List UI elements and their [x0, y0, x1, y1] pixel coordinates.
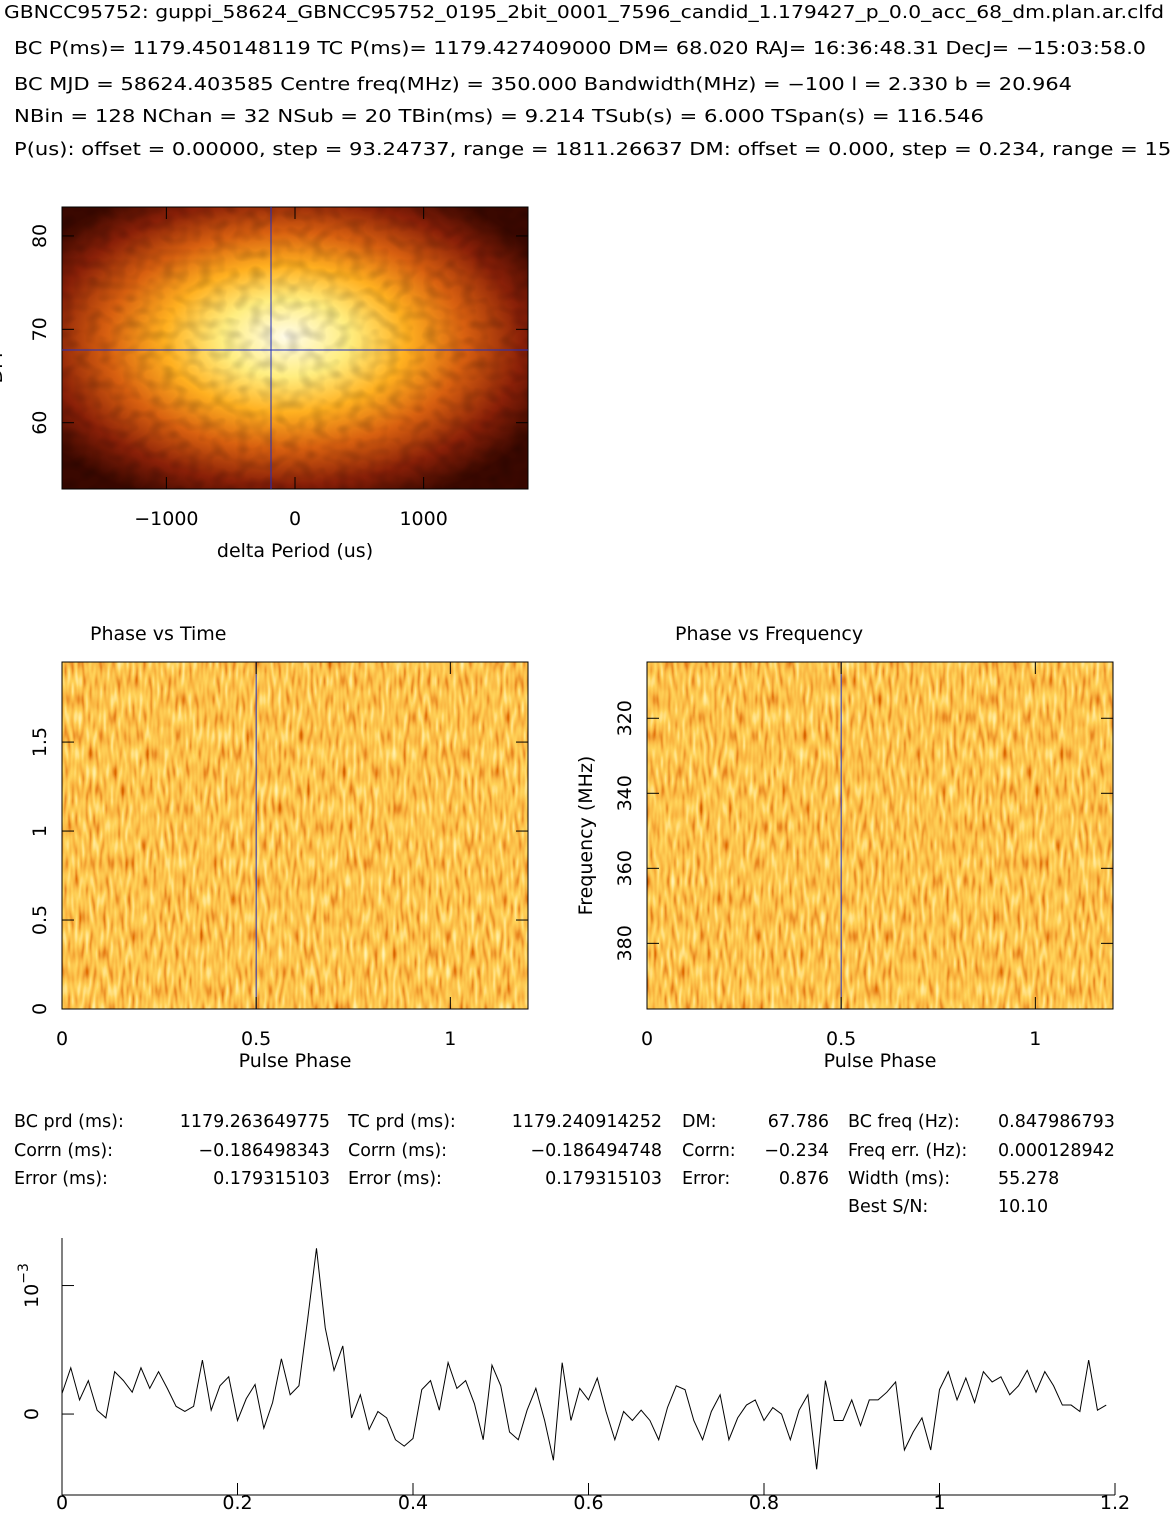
result-label: Corrn: [682, 1141, 736, 1161]
result-value: 10.10 [998, 1197, 1048, 1217]
plot-title: Phase vs Time [90, 623, 226, 645]
result-label: Freq err. (Hz): [848, 1141, 967, 1161]
y-tick-label: 0 [29, 1003, 51, 1015]
y-tick-label: 0.5 [29, 905, 51, 935]
result-label: Width (ms): [848, 1169, 950, 1189]
result-label: DM: [682, 1112, 716, 1132]
header-lines: BC P(ms)= 1179.450148119 TC P(ms)= 1179.… [14, 39, 1171, 160]
result-value: −0.186494748 [530, 1141, 662, 1161]
result-label: Error: [682, 1169, 730, 1189]
x-tick-label: 0 [289, 508, 301, 530]
x-tick-label: 1000 [399, 508, 447, 530]
y-tick-label: 60 [29, 411, 51, 435]
result-label: Corrn (ms): [14, 1141, 113, 1161]
result-value: 0.179315103 [213, 1169, 330, 1189]
y-tick-label: 320 [614, 700, 636, 736]
result-value: 0.876 [779, 1169, 829, 1189]
y-tick-label: 1.5 [29, 727, 51, 757]
result-value: 0.179315103 [545, 1169, 662, 1189]
result-value: 1179.263649775 [180, 1112, 330, 1132]
x-tick-label: 0.5 [826, 1028, 856, 1050]
y-tick-label: 10−3 [16, 1263, 43, 1308]
y-axis-label: Frequency (MHz) [575, 756, 597, 916]
profile-line [61, 1248, 1107, 1470]
result-value: 55.278 [998, 1169, 1059, 1189]
header-title: GBNCC95752: guppi_58624_GBNCC95752_0195_… [4, 3, 1164, 23]
x-tick-label: 0.6 [573, 1492, 603, 1514]
y-tick-label: 380 [614, 925, 636, 961]
heatmap-image [647, 662, 1113, 1009]
result-label: Best S/N: [848, 1197, 928, 1217]
x-tick-label: 0.2 [222, 1492, 252, 1514]
y-tick-label: 80 [29, 224, 51, 248]
heatmap-texture [62, 207, 528, 489]
result-label: Corrn (ms): [348, 1141, 447, 1161]
plot-title: Phase vs Frequency [675, 623, 863, 645]
result-label: TC prd (ms): [347, 1112, 456, 1132]
result-label: Error (ms): [14, 1169, 108, 1189]
y-tick-label: 70 [29, 317, 51, 341]
y-tick-label: 340 [614, 775, 636, 811]
x-tick-label: −1000 [134, 508, 198, 530]
result-label: BC freq (Hz): [848, 1112, 960, 1132]
x-tick-label: 1 [444, 1028, 456, 1050]
x-axis-label: Pulse Phase [824, 1050, 937, 1072]
x-tick-label: 0.8 [749, 1492, 779, 1514]
result-label: Error (ms): [348, 1169, 442, 1189]
result-label: BC prd (ms): [14, 1112, 124, 1132]
y-tick-exponent: −3 [16, 1263, 32, 1284]
plot-frame [61, 661, 529, 1010]
header-line: NBin = 128 NChan = 32 NSub = 20 TBin(ms)… [14, 107, 984, 127]
header-line: BC P(ms)= 1179.450148119 TC P(ms)= 1179.… [14, 39, 1146, 59]
heatmap-image [62, 662, 528, 1009]
y-tick-label: 0 [21, 1408, 43, 1420]
x-tick-label: 1 [933, 1492, 945, 1514]
x-tick-label: 0.4 [398, 1492, 428, 1514]
result-value: 0.000128942 [998, 1141, 1115, 1161]
x-tick-label: 0 [56, 1492, 68, 1514]
header-line: P(us): offset = 0.00000, step = 93.24737… [14, 140, 1171, 160]
x-tick-label: 0 [641, 1028, 653, 1050]
plot-frame [646, 661, 1114, 1010]
result-value: 67.786 [768, 1112, 829, 1132]
x-axis-label: Pulse Phase [239, 1050, 352, 1072]
result-value: 0.847986793 [998, 1112, 1115, 1132]
x-tick-label: 0.5 [241, 1028, 271, 1050]
y-tick-label: 1 [29, 825, 51, 837]
x-tick-label: 1.2 [1100, 1492, 1130, 1514]
x-tick-label: 0 [56, 1028, 68, 1050]
y-tick-base: 10 [21, 1284, 43, 1308]
y-axis-label: DM [0, 352, 7, 383]
result-value: −0.186498343 [198, 1141, 330, 1161]
y-tick-label: 360 [614, 850, 636, 886]
header-line: BC MJD = 58624.403585 Centre freq(MHz) =… [14, 75, 1072, 95]
x-axis-label: delta Period (us) [217, 540, 373, 562]
x-tick-label: 1 [1029, 1028, 1041, 1050]
result-value: −0.234 [764, 1141, 829, 1161]
results-table: BC prd (ms): 1179.263649775 Corrn (ms): −0.… [14, 1112, 1115, 1217]
result-value: 1179.240914252 [512, 1112, 662, 1132]
